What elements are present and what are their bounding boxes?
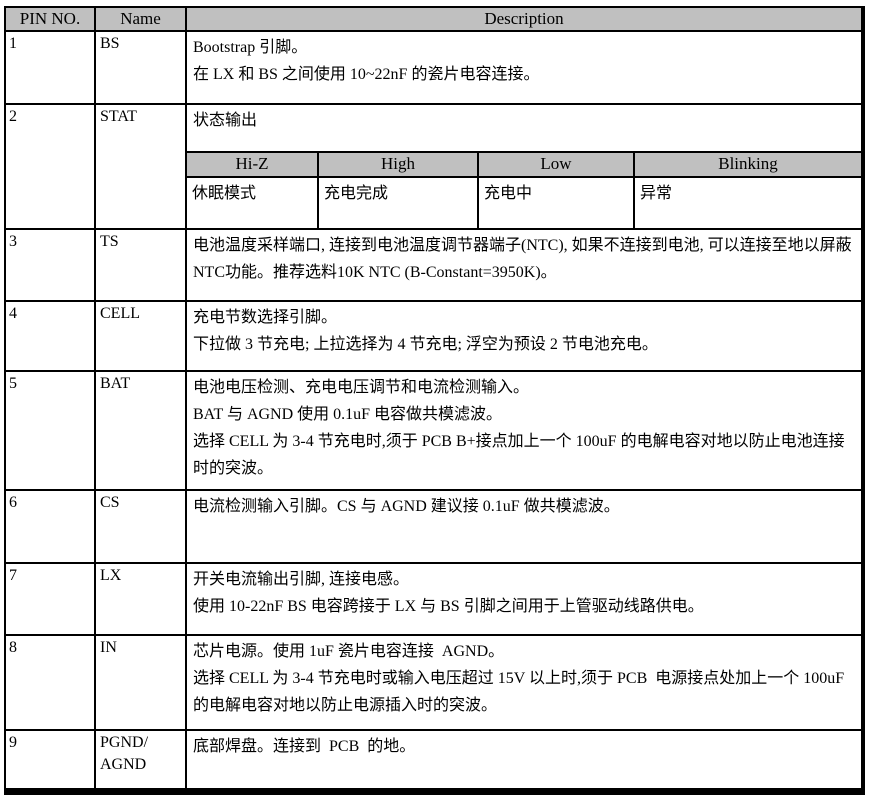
pin-number-cell: 4 <box>4 300 96 372</box>
pin-number-cell: 1 <box>4 30 96 105</box>
pin-name-cell: LX <box>94 562 187 636</box>
pin-name-line: TS <box>100 233 119 250</box>
pin-name-cell: CS <box>94 489 187 564</box>
pin-table-header: PIN NO. Name Description <box>4 6 864 32</box>
pin-name-line: PGND/ <box>100 734 149 751</box>
pin-number-cell: 2 <box>4 103 96 230</box>
description-line: Bootstrap 引脚。 <box>193 39 308 56</box>
stat-state-value: 休眠模式 <box>188 176 319 227</box>
description-line: 底部焊盘。连接到 PCB 的地。 <box>193 738 416 755</box>
pin-name-cell: BAT <box>94 370 187 491</box>
stat-subtable-head: Hi-Z High Low Blinking <box>188 151 861 178</box>
description-line: 使用 10-22nF BS 电容跨接于 LX 与 BS 引脚之间用于上管驱动线路… <box>193 598 704 615</box>
stat-state-value: 异常 <box>633 176 861 227</box>
table-row: 5 BAT 电池电压检测、充电电压调节和电流检测输入。 BAT 与 AGND 使用 0… <box>4 370 864 491</box>
pin-name-line: LX <box>100 567 122 584</box>
description-line: 充电节数选择引脚。 <box>193 309 338 326</box>
stat-state-header: Hi-Z <box>188 151 319 178</box>
stat-subtable-wrap: Hi-Z High Low Blinking 休眠模式 充电完成 充电中 异常 <box>188 151 861 227</box>
pin-name-cell: CELL <box>94 300 187 372</box>
pin-description-cell: 充电节数选择引脚。下拉做 3 节充电; 上拉选择为 4 节充电; 浮空为预设 2… <box>185 300 864 372</box>
description-line: 状态输出 <box>193 112 258 129</box>
pin-name-line: CS <box>100 494 120 511</box>
table-row: 7 LX 开关电流输出引脚, 连接电感。使用 10-22nF BS 电容跨接于 LX… <box>4 562 864 636</box>
header-name: Name <box>94 6 187 32</box>
header-description: Description <box>185 6 864 32</box>
pin-name-line: AGND <box>100 756 147 773</box>
pin-name-cell: BS <box>94 30 187 105</box>
pin-description-cell: 开关电流输出引脚, 连接电感。使用 10-22nF BS 电容跨接于 LX 与 … <box>185 562 864 636</box>
description-line: 选择 CELL 为 3-4 节充电时或输入电压超过 15V 以上时,须于 PCB… <box>193 670 849 714</box>
pin-number-cell: 5 <box>4 370 96 491</box>
table-row: 2 STAT 状态输出 Hi-Z High Low Blinking 休眠模式 充电完成 充电中异… <box>4 103 864 230</box>
stat-subtable: Hi-Z High Low Blinking 休眠模式 充电完成 充电中 异常 <box>188 151 861 227</box>
header-pin-no: PIN NO. <box>4 6 96 32</box>
pin-description-cell: 底部焊盘。连接到 PCB 的地。 <box>185 729 864 795</box>
pin-number-cell: 8 <box>4 634 96 731</box>
pin-number-cell: 7 <box>4 562 96 636</box>
pin-name-line: CELL <box>100 305 140 322</box>
header-row: PIN NO. Name Description <box>4 6 864 32</box>
description-line: 芯片电源。使用 1uF 瓷片电容连接 AGND。 <box>193 643 505 660</box>
pin-description-cell: 状态输出 Hi-Z High Low Blinking 休眠模式 充电完成 充电中 异常 <box>185 103 864 230</box>
stat-state-header: Low <box>477 151 635 178</box>
pin-name-cell: PGND/AGND <box>94 729 187 795</box>
table-row: 8 IN 芯片电源。使用 1uF 瓷片电容连接 AGND。选择 CELL 为 3-4… <box>4 634 864 731</box>
pin-name-cell: STAT <box>94 103 187 230</box>
table-row: 6 CS 电流检测输入引脚。CS 与 AGND 建议接 0.1uF 做共模滤波。 <box>4 489 864 564</box>
pin-description-table: PIN NO. Name Description 1 BS Bootstrap 引脚… <box>4 6 865 795</box>
description-line: 电流检测输入引脚。CS 与 AGND 建议接 0.1uF 做共模滤波。 <box>193 498 620 515</box>
description-line: 电池温度采样端口, 连接到电池温度调节器端子(NTC), 如果不连接到电池, 可… <box>193 237 852 281</box>
pin-name-line: BS <box>100 35 120 52</box>
description-line: BAT 与 AGND 使用 0.1uF 电容做共模滤波。 <box>193 406 503 423</box>
description-line: 电池电压检测、充电电压调节和电流检测输入。 <box>193 379 530 396</box>
stat-state-header: Blinking <box>633 151 861 178</box>
pin-name-line: BAT <box>100 375 131 392</box>
stat-subtable-header-row: Hi-Z High Low Blinking <box>188 151 861 178</box>
pin-description-cell: 芯片电源。使用 1uF 瓷片电容连接 AGND。选择 CELL 为 3-4 节充… <box>185 634 864 731</box>
pin-name-cell: TS <box>94 228 187 302</box>
description-line: 在 LX 和 BS 之间使用 10~22nF 的瓷片电容连接。 <box>193 66 540 83</box>
table-row: 1 BS Bootstrap 引脚。在 LX 和 BS 之间使用 10~22nF 的… <box>4 30 864 105</box>
table-row: 9 PGND/AGND 底部焊盘。连接到 PCB 的地。 <box>4 729 864 795</box>
pin-number-cell: 9 <box>4 729 96 795</box>
pin-description-cell: 电流检测输入引脚。CS 与 AGND 建议接 0.1uF 做共模滤波。 <box>185 489 864 564</box>
stat-state-header: High <box>317 151 479 178</box>
stat-subtable-value-row: 休眠模式 充电完成 充电中 异常 <box>188 176 861 227</box>
stat-state-value: 充电完成 <box>317 176 479 227</box>
pin-name-line: IN <box>100 639 117 656</box>
table-row: 4 CELL 充电节数选择引脚。下拉做 3 节充电; 上拉选择为 4 节充电; 浮空… <box>4 300 864 372</box>
pin-number-cell: 6 <box>4 489 96 564</box>
table-row: 3 TS 电池温度采样端口, 连接到电池温度调节器端子(NTC), 如果不连接到电池… <box>4 228 864 302</box>
pin-table-body: 1 BS Bootstrap 引脚。在 LX 和 BS 之间使用 10~22nF 的… <box>4 30 864 795</box>
pin-name-cell: IN <box>94 634 187 731</box>
description-line: 开关电流输出引脚, 连接电感。 <box>193 571 410 588</box>
stat-subtable-body: 休眠模式 充电完成 充电中 异常 <box>188 176 861 227</box>
description-line: 选择 CELL 为 3-4 节充电时,须于 PCB B+接点加上一个 100uF… <box>193 433 845 477</box>
pin-name-line: STAT <box>100 108 137 125</box>
stat-state-value: 充电中 <box>477 176 635 227</box>
pin-number-cell: 3 <box>4 228 96 302</box>
description-line: 下拉做 3 节充电; 上拉选择为 4 节充电; 浮空为预设 2 节电池充电。 <box>193 336 658 353</box>
pin-description-cell: Bootstrap 引脚。在 LX 和 BS 之间使用 10~22nF 的瓷片电… <box>185 30 864 105</box>
pin-description-cell: 电池电压检测、充电电压调节和电流检测输入。 BAT 与 AGND 使用 0.1uF… <box>185 370 864 491</box>
pin-description-cell: 电池温度采样端口, 连接到电池温度调节器端子(NTC), 如果不连接到电池, 可… <box>185 228 864 302</box>
